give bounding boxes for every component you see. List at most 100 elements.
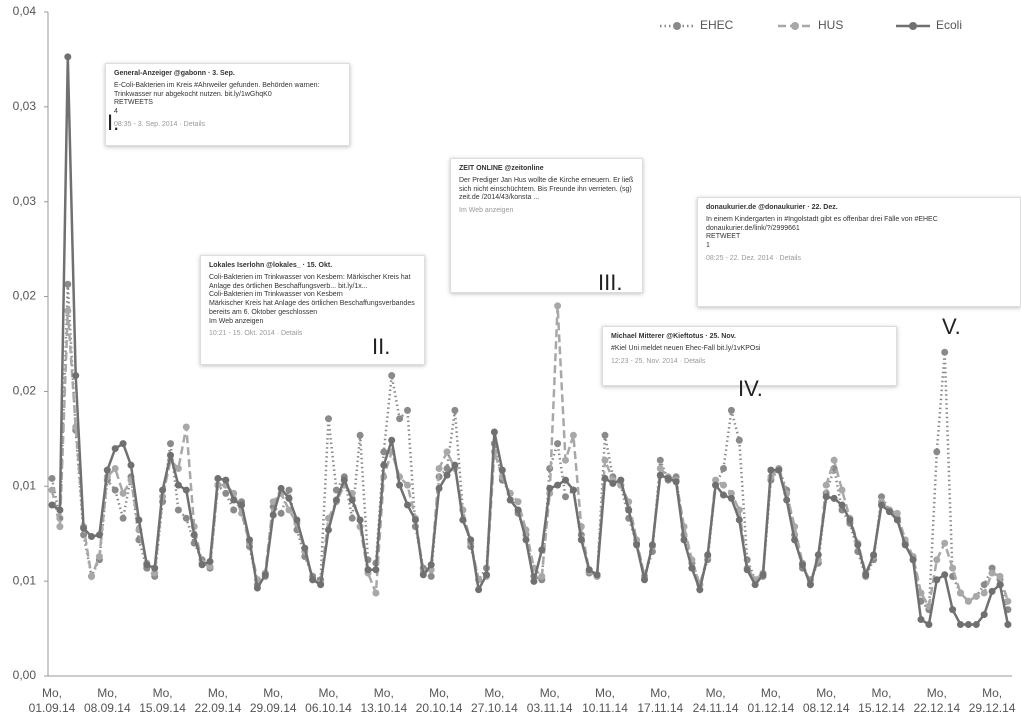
data-point	[988, 564, 996, 572]
data-point	[980, 581, 988, 589]
data-point	[554, 481, 562, 489]
tweet-text: 1	[706, 242, 710, 249]
data-point	[48, 501, 56, 509]
x-tick-label: Mo, 15.12.14	[858, 686, 905, 715]
legend-marker	[791, 22, 799, 30]
data-point	[862, 571, 870, 579]
data-point	[846, 516, 854, 524]
data-point	[159, 486, 167, 494]
data-point	[799, 561, 806, 569]
y-tick-label: 0,01	[13, 478, 37, 492]
data-point	[182, 514, 190, 522]
data-point	[206, 557, 214, 565]
tweet-author: General-Anzeiger @gabonn · 3. Sep.	[114, 70, 235, 77]
data-point	[941, 571, 949, 579]
data-point	[980, 589, 988, 597]
tweet-author: donaukurier.de @donaukurier · 22. Dez.	[706, 204, 838, 211]
data-point	[95, 531, 103, 539]
data-point	[933, 556, 941, 564]
data-point	[601, 456, 609, 464]
legend-marker	[673, 22, 681, 30]
data-point	[980, 611, 988, 619]
x-tick-label: Mo, 15.09.14	[139, 686, 186, 715]
tweet-text: In einem Kindergarten in #Ingolstadt gib…	[706, 215, 938, 232]
data-point	[356, 516, 364, 524]
tweet-text: E-Coli-Bakterien im Kreis #Ahrweiler gef…	[114, 81, 320, 98]
data-point	[293, 516, 301, 524]
data-point	[767, 466, 775, 474]
data-point	[775, 466, 783, 474]
tweet-footer: 08:25 - 22. Dez. 2014 · Details	[706, 254, 801, 262]
data-point	[917, 589, 925, 597]
data-point	[372, 589, 380, 597]
data-point	[269, 498, 277, 506]
data-point	[182, 423, 190, 431]
data-point	[878, 501, 885, 509]
data-point	[601, 474, 609, 482]
data-point	[625, 506, 633, 514]
data-point	[538, 546, 546, 554]
data-point	[988, 587, 996, 595]
x-tick-label: Mo, 13.10.14	[360, 686, 407, 715]
tweet-footer: 12:23 - 25. Nov. 2014 · Details	[611, 357, 706, 365]
data-point	[72, 372, 80, 380]
data-point	[925, 621, 933, 629]
data-point	[222, 476, 230, 484]
x-tick-label: Mo, 24.11.14	[693, 686, 739, 715]
data-point	[325, 415, 332, 423]
data-point	[609, 479, 617, 487]
legend-label: Ecoli	[936, 18, 962, 32]
data-point	[206, 562, 214, 570]
x-tick-label: Mo, 08.09.14	[84, 686, 131, 715]
tweet-footer: Im Web anzeigen	[459, 207, 514, 214]
x-tick-label: Mo, 27.10.14	[471, 686, 518, 715]
data-point	[854, 541, 862, 549]
data-point	[838, 486, 846, 494]
data-point	[380, 461, 388, 469]
data-point	[554, 440, 562, 448]
data-point	[404, 501, 411, 509]
data-point	[285, 494, 293, 502]
data-point	[261, 571, 269, 579]
data-point	[111, 445, 119, 453]
data-point	[222, 489, 230, 497]
data-point	[878, 493, 885, 501]
data-point	[253, 584, 261, 592]
data-point	[348, 496, 356, 504]
tweet-text: Coli-Bakterien im Trinkwasser von Kesber…	[209, 291, 343, 299]
data-point	[490, 428, 498, 436]
data-point	[814, 551, 822, 559]
data-point	[174, 506, 182, 514]
data-point	[641, 576, 648, 584]
data-point	[80, 531, 88, 539]
data-point	[917, 616, 925, 624]
y-tick-label: 0,02	[13, 384, 37, 398]
tweet-text: Im Web anzeigen	[209, 317, 264, 325]
data-point	[135, 516, 143, 524]
data-point	[585, 566, 593, 574]
annotation-label: V.	[942, 314, 961, 339]
y-tick-label: 0,04	[13, 4, 37, 18]
data-point	[332, 486, 340, 494]
data-point	[783, 496, 791, 504]
data-point	[577, 536, 585, 544]
data-point	[277, 484, 285, 492]
data-point	[656, 456, 664, 464]
data-point	[743, 566, 751, 574]
data-point	[498, 466, 506, 474]
data-point	[443, 471, 451, 479]
tweet-text: 4	[114, 108, 118, 115]
data-point	[230, 506, 238, 514]
data-point	[435, 484, 443, 492]
data-point	[246, 536, 253, 544]
data-point	[601, 431, 609, 439]
y-tick-label: 0,01	[13, 573, 37, 587]
tweet-text: Märkischer Kreis hat Anlage des örtliche…	[209, 300, 415, 316]
data-point	[467, 536, 475, 544]
legend-marker	[909, 22, 917, 30]
data-point	[56, 523, 64, 531]
data-point	[127, 461, 135, 469]
data-point	[569, 486, 577, 494]
data-point	[838, 501, 846, 509]
